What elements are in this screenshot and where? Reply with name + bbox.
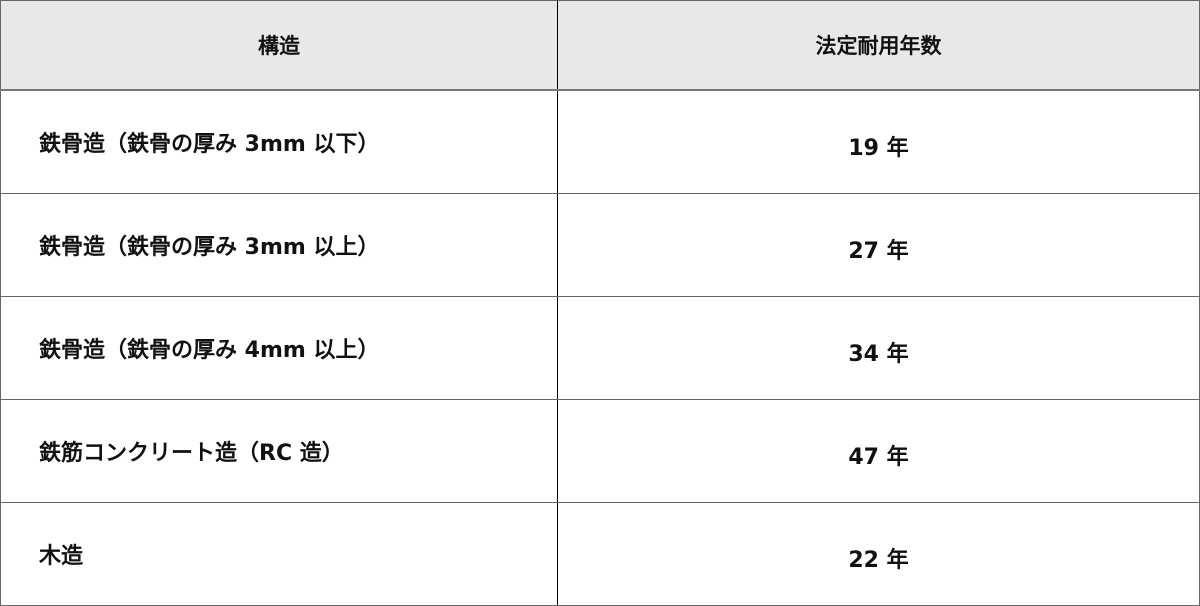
years-cell: 22 年 <box>557 502 1200 606</box>
table-row: 鉄骨造（鉄骨の厚み 4mm 以上） 34 年 <box>0 296 1200 400</box>
table-row: 鉄筋コンクリート造（RC 造） 47 年 <box>0 399 1200 503</box>
table-row: 鉄骨造（鉄骨の厚み 3mm 以下） 19 年 <box>0 89 1200 194</box>
header-structure: 構造 <box>0 0 558 91</box>
header-useful-life: 法定耐用年数 <box>557 0 1200 91</box>
table-row: 鉄骨造（鉄骨の厚み 3mm 以上） 27 年 <box>0 193 1200 297</box>
years-cell: 27 年 <box>557 193 1200 297</box>
structure-cell: 鉄骨造（鉄骨の厚み 3mm 以下） <box>0 89 558 194</box>
header-row: 構造 法定耐用年数 <box>0 0 1200 91</box>
structure-cell: 鉄筋コンクリート造（RC 造） <box>0 399 558 503</box>
years-cell: 19 年 <box>557 89 1200 194</box>
years-cell: 47 年 <box>557 399 1200 503</box>
table-row: 木造 22 年 <box>0 502 1200 606</box>
years-cell: 34 年 <box>557 296 1200 400</box>
structure-cell: 鉄骨造（鉄骨の厚み 4mm 以上） <box>0 296 558 400</box>
structure-cell: 鉄骨造（鉄骨の厚み 3mm 以上） <box>0 193 558 297</box>
structure-cell: 木造 <box>0 502 558 606</box>
